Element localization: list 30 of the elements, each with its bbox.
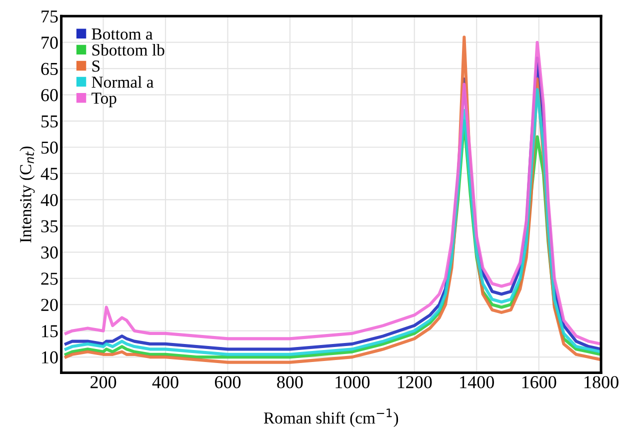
- legend-label: S: [92, 60, 100, 72]
- y-tick-label: 65: [41, 62, 58, 76]
- x-tick-label: 800: [277, 376, 303, 388]
- x-tick-label: 1200: [398, 376, 432, 388]
- y-tick-label: 50: [41, 142, 58, 154]
- y-tick-label: 70: [42, 36, 58, 49]
- x-tick-label: 400: [152, 376, 178, 388]
- legend-label: Sbottom lb: [92, 44, 164, 56]
- y-tick-label: 10: [42, 351, 58, 364]
- x-tick-label: 1400: [460, 376, 494, 388]
- y-tick-label: 40: [40, 194, 58, 206]
- legend-label: Bottom a: [92, 28, 153, 40]
- y-tick-label: 75: [42, 10, 58, 23]
- legend-label: Top: [92, 92, 116, 108]
- x-tick-label: 200: [90, 376, 116, 388]
- x-tick-label: 600: [214, 376, 241, 388]
- x-axis-title: Roman shift (cm$^{−1}$): [264, 408, 398, 428]
- x-tick-label: 1600: [522, 376, 556, 388]
- y-tick-label: 45: [40, 168, 58, 180]
- y-tick-label: 20: [41, 298, 58, 312]
- x-tick-label: 1800: [584, 376, 618, 388]
- y-axis-title: Intensity (C$_{nt}$): [20, 146, 35, 243]
- y-tick-label: 60: [41, 89, 58, 102]
- y-tick-label: 30: [41, 246, 58, 259]
- legend-label: Normal a: [92, 76, 154, 88]
- y-tick-label: 25: [41, 272, 58, 285]
- x-tick-label: 1000: [336, 376, 370, 388]
- y-tick-label: 15: [42, 325, 58, 338]
- y-tick-label: 35: [41, 220, 58, 232]
- y-tick-label: 55: [41, 115, 58, 128]
